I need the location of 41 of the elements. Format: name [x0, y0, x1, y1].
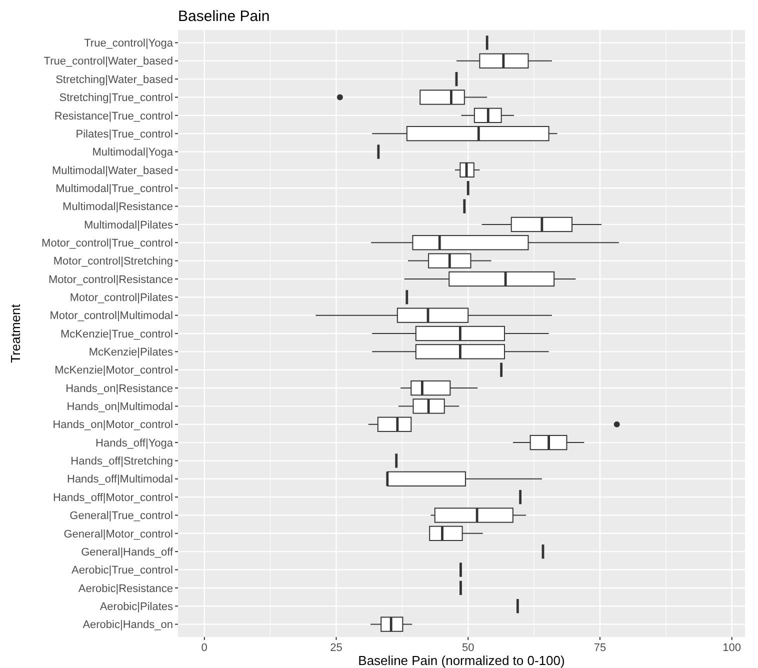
y-tick-label: Hands_on|Motor_control	[52, 419, 173, 432]
y-tick-label: Motor_control|Stretching	[53, 256, 173, 268]
y-tick-label: McKenzie|Pilates	[88, 346, 174, 359]
x-tick-label: 25	[330, 642, 342, 654]
y-tick-label: General|Motor_control	[64, 528, 173, 540]
y-tick-label: Motor_control|True_control	[42, 237, 173, 250]
y-tick-label: Resistance|True_control	[54, 110, 173, 122]
y-tick-label: General|Hands_off	[81, 546, 174, 558]
y-tick-label: McKenzie|Motor_control	[54, 364, 173, 377]
x-tick-label: 100	[722, 642, 741, 654]
y-tick-label: Hands_off|Motor_control	[52, 492, 173, 504]
y-tick-label: Hands_on|Multimodal	[66, 401, 173, 414]
x-tick-label: 50	[462, 642, 474, 654]
y-tick-label: Multimodal|Water_based	[52, 164, 173, 177]
y-tick-label: Stretching|Water_based	[56, 74, 173, 86]
y-tick-label: Hands_on|Resistance	[66, 382, 173, 395]
y-tick-label: Aerobic|Hands_on	[82, 619, 173, 632]
y-tick-label: Stretching|True_control	[59, 92, 173, 104]
y-tick-label: Aerobic|True_control	[72, 564, 173, 577]
chart-title: Baseline Pain	[178, 8, 270, 25]
x-axis-title: Baseline Pain (normalized to 0-100)	[358, 653, 565, 668]
y-tick-label: True_control|Water_based	[44, 56, 173, 68]
y-axis-title: Treatment	[8, 304, 23, 363]
y-tick-label: Motor_control|Resistance	[48, 274, 173, 286]
y-tick-label: Motor_control|Pilates	[70, 292, 174, 304]
y-tick-label: Aerobic|Pilates	[100, 600, 174, 613]
y-tick-label: Pilates|True_control	[76, 128, 173, 140]
y-tick-label: Multimodal|True_control	[56, 182, 173, 195]
y-tick-label: Multimodal|Resistance	[62, 201, 173, 214]
y-tick-label: Aerobic|Resistance	[78, 582, 173, 595]
x-tick-label: 0	[201, 642, 208, 654]
y-tick-label: True_control|Yoga	[84, 38, 174, 50]
y-tick-label: Hands_off|Stretching	[70, 456, 173, 468]
y-tick-label: Hands_off|Yoga	[96, 437, 174, 450]
y-tick-label: Motor_control|Multimodal	[50, 310, 173, 322]
y-tick-label: Multimodal|Yoga	[92, 146, 174, 159]
y-tick-label: Multimodal|Pilates	[84, 219, 174, 232]
y-tick-label: McKenzie|True_control	[60, 328, 173, 340]
x-tick-label: 75	[594, 642, 606, 654]
y-tick-label: Hands_off|Multimodal	[67, 474, 173, 486]
y-tick-label: General|True_control	[70, 510, 173, 522]
